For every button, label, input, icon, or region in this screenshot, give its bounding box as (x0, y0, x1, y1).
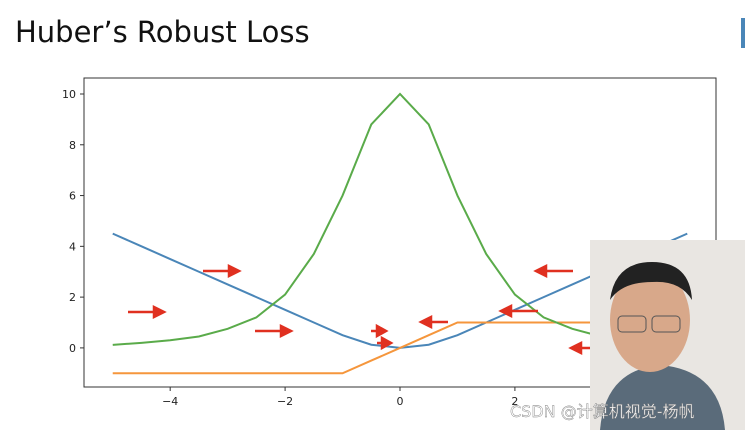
arrow (418, 314, 448, 330)
y-tick-label: 6 (69, 190, 76, 203)
x-tick-label: −2 (277, 395, 293, 408)
arrow (128, 304, 167, 320)
watermark: CSDN @计算机视觉-杨帆 (510, 402, 694, 421)
arrow (371, 323, 389, 339)
y-tick-label: 0 (69, 342, 76, 355)
slide-title: Huber’s Robust Loss (15, 15, 310, 49)
x-tick-label: 0 (397, 395, 404, 408)
presenter-video (590, 240, 745, 430)
arrow (533, 263, 573, 279)
x-tick-label: −4 (162, 395, 178, 408)
y-tick-label: 10 (62, 88, 76, 101)
arrow (498, 303, 538, 319)
y-tick-label: 2 (69, 291, 76, 304)
arrow (203, 263, 242, 279)
slide-accent (741, 18, 745, 48)
y-tick-label: 4 (69, 240, 76, 253)
x-tick-label: 2 (511, 395, 518, 408)
arrow (255, 323, 294, 339)
y-tick-label: 8 (69, 139, 76, 152)
arrow (377, 335, 394, 351)
annotation-arrows (128, 263, 606, 356)
